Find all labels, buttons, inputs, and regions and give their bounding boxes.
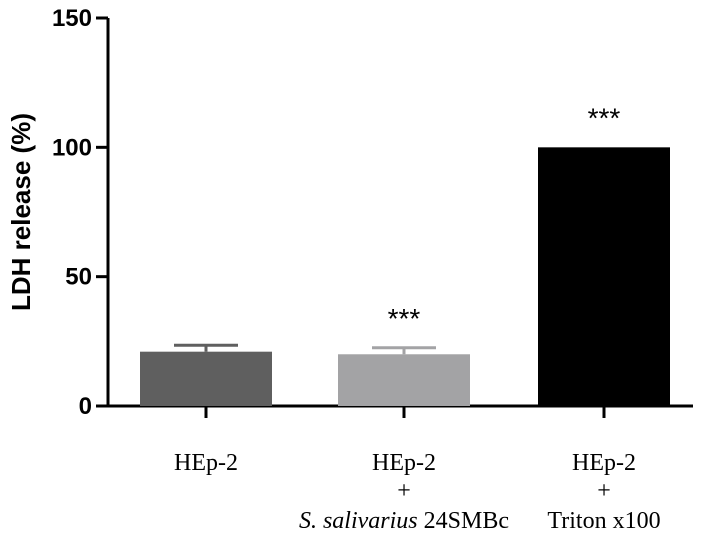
x-tick-label-sub: Triton x100 <box>547 508 660 534</box>
bar <box>538 147 670 407</box>
x-axis <box>106 404 693 418</box>
x-tick-label: HEp-2 <box>372 450 436 476</box>
x-tick-label-sub: S. salivarius 24SMBc <box>299 508 509 534</box>
x-tick-label: HEp-2 <box>174 450 238 476</box>
y-tick-label: 0 <box>79 393 92 420</box>
significance-marker: *** <box>588 102 621 133</box>
x-tick-label: + <box>397 478 411 504</box>
species-name: S. salivarius <box>299 508 418 534</box>
x-tick-label: HEp-2 <box>572 450 636 476</box>
treatment-name: Triton x100 <box>547 508 660 534</box>
y-tick-label: 150 <box>52 5 92 32</box>
x-tick-label: + <box>597 478 611 504</box>
bar <box>140 351 272 406</box>
significance-annotations: *** *** <box>388 102 621 333</box>
treatment-name: 24SMBc <box>418 508 509 534</box>
bars <box>140 147 670 407</box>
significance-marker: *** <box>388 303 421 334</box>
y-tick-label: 100 <box>52 134 92 161</box>
y-axis-label: LDH release (%) <box>6 113 36 311</box>
category-labels: HEp-2 HEp-2+S. salivarius 24SMBcHEp-2+Tri… <box>174 450 661 534</box>
y-axis: 0 50 100 150 <box>52 5 110 420</box>
y-tick-label: 50 <box>65 264 92 291</box>
bar <box>338 354 470 406</box>
